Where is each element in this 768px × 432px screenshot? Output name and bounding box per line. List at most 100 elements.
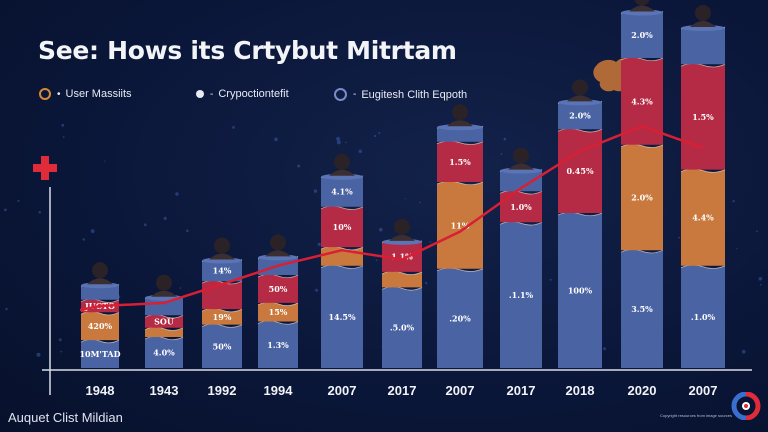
person-body-icon — [87, 278, 113, 285]
star — [315, 288, 319, 292]
x-tick-label: 1943 — [150, 383, 179, 398]
star — [345, 141, 347, 144]
star — [179, 287, 182, 289]
star — [82, 238, 85, 241]
bar-segment-crypoctiontefit — [621, 57, 663, 145]
person-figure-icon — [513, 147, 529, 164]
footer-label: Auquet Clist Mildian — [8, 410, 123, 425]
star — [759, 283, 762, 286]
segment-value-label: 2.0% — [631, 30, 653, 40]
circular-arrows-logo-icon — [731, 392, 761, 420]
star — [175, 192, 179, 196]
star — [425, 282, 428, 285]
star — [678, 236, 680, 239]
person-figure-icon — [634, 0, 650, 6]
star — [143, 223, 147, 227]
bar-segment-crypoctiontefit — [558, 128, 602, 213]
star — [4, 208, 7, 212]
person-figure-icon — [452, 104, 468, 121]
segment-value-label: 1.3% — [267, 340, 289, 350]
x-tick-label: 2017 — [388, 383, 417, 398]
bar-segment-eugitesh-clith-eqpoth — [681, 264, 725, 368]
person-figure-icon — [334, 153, 350, 170]
bar-segment-eugitesh-clith-eqpoth — [81, 339, 119, 368]
legend-bullet-icon: • — [57, 88, 61, 100]
star — [404, 198, 406, 200]
legend-bullet-icon: - — [353, 89, 357, 100]
bar-segment-crypoctiontefit — [258, 274, 298, 303]
segment-value-label: .5.0% — [390, 323, 415, 333]
person-body-icon — [329, 169, 355, 176]
legend-dot-white-icon — [196, 90, 204, 98]
bar-segment-top — [681, 26, 725, 65]
star — [313, 189, 318, 193]
star — [317, 242, 321, 246]
bar-segment-top — [621, 10, 663, 59]
segment-value-label: 2.0% — [631, 193, 653, 203]
x-tick-label: 2007 — [446, 383, 475, 398]
legend-ring-orange-icon — [39, 88, 51, 100]
legend-label: Eugitesh Clith Eqpoth — [361, 88, 468, 101]
trend-line — [79, 124, 704, 312]
bar-3: 1.3% 15% 50% — [257, 234, 299, 368]
person-body-icon — [629, 5, 655, 12]
star — [500, 153, 503, 155]
bar-5: .5.0% 1.1% — [381, 218, 423, 368]
bar-segment-user-massiits — [81, 311, 119, 341]
segment-value-label: 1.5% — [692, 112, 714, 122]
bar-segment-user-massiits — [382, 271, 422, 288]
bar-4: 14.5% 10% 4.1% — [320, 153, 364, 368]
legend-ring-blue-icon — [334, 88, 347, 101]
chart-title: See: Hows its Crtybut Mitrtam — [38, 36, 457, 65]
bar-10: .1.0% 4.4% 1.5% — [680, 5, 726, 368]
segment-value-label: 100% — [568, 286, 593, 296]
segment-value-label: 4.3% — [631, 96, 653, 106]
x-tick-label: 1992 — [208, 383, 237, 398]
star — [736, 248, 738, 250]
star — [378, 132, 381, 134]
bar-segment-eugitesh-clith-eqpoth — [145, 336, 183, 368]
segment-value-label: .20% — [449, 313, 471, 323]
x-tick-labels: 1948 1943 1992 1994 2007 2017 2007 2017 2018 2020… — [86, 383, 718, 398]
segment-value-label: 4.1% — [331, 186, 353, 196]
person-figure-icon — [214, 237, 230, 254]
person-body-icon — [690, 21, 716, 27]
segment-value-label: 14.5% — [328, 312, 355, 322]
star — [336, 136, 341, 141]
person-figure-icon — [695, 5, 711, 21]
star — [336, 140, 341, 145]
bar-segment-user-massiits — [202, 308, 242, 325]
bar-segment-user-massiits — [681, 168, 725, 266]
person-figure-icon — [270, 234, 286, 251]
legend-label: Crypoctiontefit — [218, 88, 289, 100]
bar-segment-eugitesh-clith-eqpoth — [437, 268, 483, 368]
segment-value-label: 50% — [213, 341, 232, 351]
person-figure-icon — [92, 262, 108, 279]
star — [549, 278, 552, 281]
x-tick-label: 2007 — [328, 383, 357, 398]
star — [373, 134, 377, 138]
star — [274, 137, 278, 142]
bar-segment-crypoctiontefit — [437, 140, 483, 182]
star — [61, 123, 65, 127]
star — [104, 160, 106, 162]
segment-value-label: 4.4% — [692, 213, 714, 223]
person-body-icon — [389, 234, 415, 241]
star — [60, 350, 63, 353]
plus-marker-icon — [33, 156, 57, 180]
bar-segment-eugitesh-clith-eqpoth — [258, 320, 298, 368]
person-body-icon — [508, 163, 534, 170]
segment-value-label: 10M'TAD — [79, 349, 120, 359]
person-body-icon — [265, 250, 291, 257]
bar-2: 50% 19% 14% — [201, 237, 243, 368]
person-body-icon — [151, 290, 177, 297]
x-tick-label: 1994 — [264, 383, 294, 398]
star — [62, 136, 65, 139]
legend-item-crypoctiontefit: - Crypoctiontefit — [196, 88, 289, 100]
star — [756, 230, 758, 233]
star — [297, 164, 301, 168]
bar-1: 4.0% SOU — [144, 274, 184, 368]
